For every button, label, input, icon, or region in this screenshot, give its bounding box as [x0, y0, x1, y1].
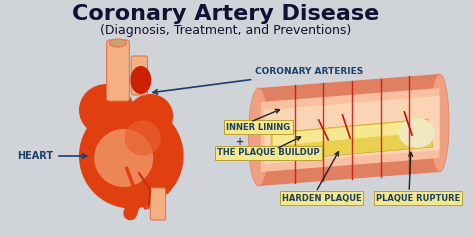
Ellipse shape	[430, 74, 449, 172]
Text: HARDEN PLAQUE: HARDEN PLAQUE	[282, 193, 361, 202]
Text: INNER LINING: INNER LINING	[227, 123, 291, 132]
Text: (Diagnosis, Treatment, and Preventions): (Diagnosis, Treatment, and Preventions)	[100, 23, 351, 36]
Polygon shape	[261, 88, 439, 172]
Ellipse shape	[79, 84, 134, 136]
Polygon shape	[264, 96, 439, 164]
Text: HEART: HEART	[17, 151, 87, 161]
Polygon shape	[271, 119, 433, 161]
FancyBboxPatch shape	[107, 40, 129, 101]
Ellipse shape	[130, 66, 151, 94]
Ellipse shape	[128, 94, 173, 138]
Text: Coronary Artery Disease: Coronary Artery Disease	[72, 4, 379, 24]
Polygon shape	[273, 120, 428, 146]
Ellipse shape	[399, 118, 435, 148]
Ellipse shape	[109, 39, 127, 47]
Polygon shape	[259, 74, 439, 186]
Text: CORONARY ARTERIES: CORONARY ARTERIES	[153, 68, 363, 94]
Text: PLAQUE RUPTURE: PLAQUE RUPTURE	[376, 193, 460, 202]
Ellipse shape	[94, 129, 153, 187]
Ellipse shape	[248, 88, 269, 186]
Ellipse shape	[125, 120, 161, 155]
Text: THE PLAQUE BUILDUP: THE PLAQUE BUILDUP	[217, 149, 319, 158]
Text: +: +	[236, 137, 244, 147]
FancyBboxPatch shape	[150, 188, 165, 220]
Ellipse shape	[79, 104, 183, 209]
FancyBboxPatch shape	[131, 56, 147, 95]
FancyArrowPatch shape	[130, 207, 132, 213]
